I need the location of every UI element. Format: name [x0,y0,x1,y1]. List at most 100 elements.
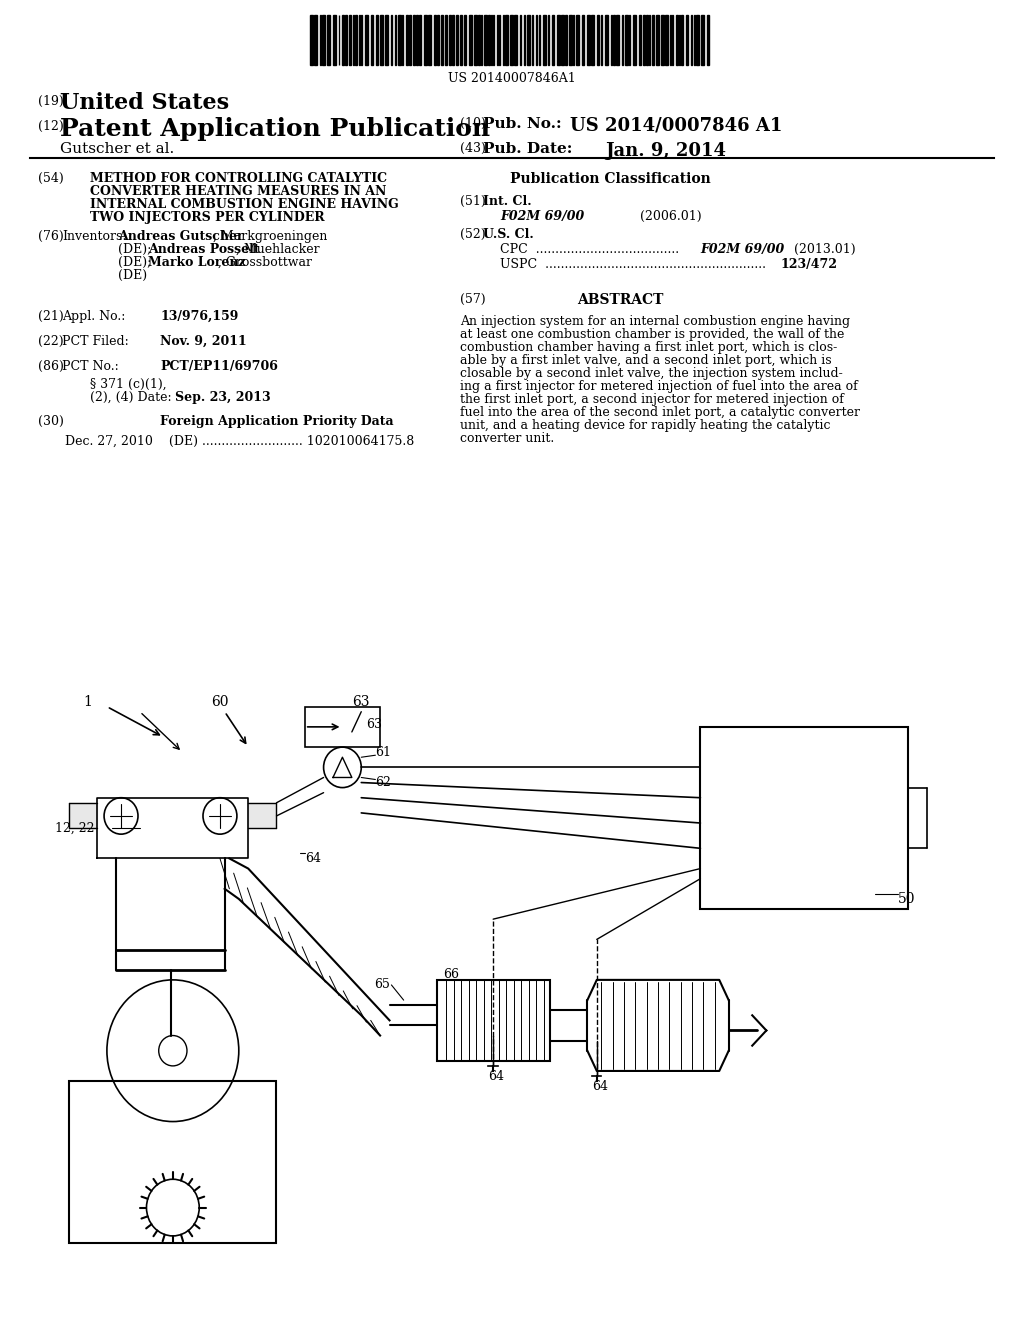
Text: Patent Application Publication: Patent Application Publication [60,117,490,141]
Text: unit, and a heating device for rapidly heating the catalytic: unit, and a heating device for rapidly h… [460,418,830,432]
Bar [345,15,347,65]
Text: Andreas Gutscher: Andreas Gutscher [118,230,244,243]
Bar [419,15,421,65]
Text: (2), (4) Date:: (2), (4) Date: [90,391,172,404]
Text: (2013.01): (2013.01) [790,243,856,256]
Text: § 371 (c)(1),: § 371 (c)(1), [90,378,167,391]
Text: F02M 69/00: F02M 69/00 [700,243,784,256]
Text: 63: 63 [352,694,370,709]
Text: (86): (86) [38,360,63,374]
Bar [474,15,477,65]
Text: (DE): (DE) [118,269,147,282]
Text: closable by a second inlet valve, the injection system includ-: closable by a second inlet valve, the in… [460,367,843,380]
Bar [583,15,585,65]
Text: (12): (12) [38,120,63,133]
Bar [552,15,554,65]
Text: Gutscher et al.: Gutscher et al. [60,143,174,156]
Bar [365,15,368,65]
Bar [527,15,530,65]
Text: U.S. Cl.: U.S. Cl. [483,228,534,242]
Bar [597,15,599,65]
Text: converter unit.: converter unit. [460,432,554,445]
Text: fuel into the area of the second inlet port, a catalytic converter: fuel into the area of the second inlet p… [460,407,860,418]
Text: 12, 22: 12, 22 [55,821,94,834]
Text: ABSTRACT: ABSTRACT [577,293,664,308]
Text: (51): (51) [460,195,485,209]
Bar [633,15,636,65]
Text: (22): (22) [38,335,63,348]
Text: (21): (21) [38,310,63,323]
Bar [643,15,645,65]
Bar [322,15,325,65]
Text: Sep. 23, 2013: Sep. 23, 2013 [175,391,270,404]
Text: CONVERTER HEATING MEASURES IN AN: CONVERTER HEATING MEASURES IN AN [90,185,386,198]
Text: F02M 69/00: F02M 69/00 [500,210,585,223]
Circle shape [159,1035,187,1067]
Bar [461,15,462,65]
Bar [646,15,648,65]
Bar [615,15,618,65]
Bar [342,15,344,65]
Circle shape [146,1179,200,1236]
Text: 64: 64 [488,1069,505,1082]
Bar [686,15,688,65]
Text: 13/976,159: 13/976,159 [160,310,239,323]
Bar [514,15,517,65]
Bar [305,706,380,747]
Text: US 2014/0007846 A1: US 2014/0007846 A1 [570,117,782,135]
Bar [333,15,336,65]
Text: , Grossbottwar: , Grossbottwar [218,256,312,269]
Bar [652,15,654,65]
Text: (57): (57) [460,293,485,306]
Text: PCT No.:: PCT No.: [62,360,119,374]
Text: Nov. 9, 2011: Nov. 9, 2011 [160,335,247,348]
Bar [639,15,641,65]
Bar [416,15,418,65]
Bar [660,15,664,65]
Text: (30): (30) [38,414,63,428]
Bar [591,15,594,65]
Circle shape [106,979,239,1122]
Bar [371,15,373,65]
Bar [310,15,313,65]
Text: METHOD FOR CONTROLLING CATALYTIC: METHOD FOR CONTROLLING CATALYTIC [90,172,387,185]
Circle shape [324,747,361,788]
Text: Jan. 9, 2014: Jan. 9, 2014 [605,143,726,160]
Text: CPC  .....................................: CPC ....................................… [500,243,679,256]
Text: 64: 64 [305,851,321,865]
Text: at least one combustion chamber is provided, the wall of the: at least one combustion chamber is provi… [460,327,845,341]
Circle shape [203,797,237,834]
Bar [436,979,550,1061]
Bar [484,15,486,65]
Text: 50: 50 [898,892,915,906]
Bar [440,15,442,65]
Text: (43): (43) [460,143,485,154]
Text: TWO INJECTORS PER CYLINDER: TWO INJECTORS PER CYLINDER [90,211,325,224]
Bar [577,15,580,65]
Bar [505,15,508,65]
Text: Inventors:: Inventors: [62,230,127,243]
Text: ing a first injector for metered injection of fuel into the area of: ing a first injector for metered injecti… [460,380,858,393]
Bar [410,15,412,65]
Text: Appl. No.:: Appl. No.: [62,310,125,323]
Text: Int. Cl.: Int. Cl. [483,195,531,209]
Text: Dec. 27, 2010    (DE) .......................... 102010064175.8: Dec. 27, 2010 (DE) .....................… [65,436,415,447]
Text: able by a first inlet valve, and a second inlet port, which is: able by a first inlet valve, and a secon… [460,354,831,367]
Bar [452,15,455,65]
Bar [469,15,472,65]
Bar [398,15,401,65]
Text: (DE);: (DE); [118,256,156,269]
Bar [701,15,705,65]
Bar [385,15,388,65]
Text: (10): (10) [460,117,485,129]
Text: (76): (76) [38,230,63,243]
Text: 123/472: 123/472 [780,257,837,271]
Bar [676,15,678,65]
Bar [407,15,409,65]
Bar [457,15,459,65]
Text: 66: 66 [442,969,459,981]
Text: PCT Filed:: PCT Filed: [62,335,129,348]
Bar [437,15,438,65]
Bar [569,15,572,65]
Text: 1: 1 [84,694,92,709]
